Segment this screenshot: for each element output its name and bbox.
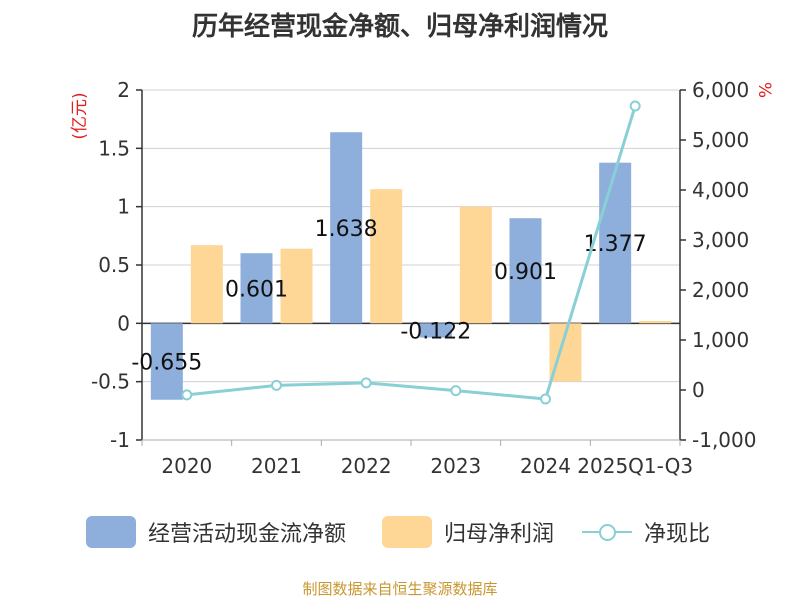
legend-swatch-net-profit (382, 516, 432, 548)
bar-cash-flow (150, 323, 183, 400)
ratio-point (360, 377, 372, 389)
bar-net-profit (370, 189, 403, 324)
legend: 经营活动现金流净额 归母净利润 净现比 (0, 516, 800, 556)
left-tick-label: 2 (117, 78, 130, 102)
category-label: 2024 (520, 454, 571, 478)
legend-label-cash-flow: 经营活动现金流净额 (148, 522, 347, 547)
right-tick-label: 2,000 (692, 278, 749, 302)
bar-cash-flow (599, 162, 632, 324)
right-tick-label: -1,000 (692, 428, 756, 452)
ratio-point (629, 100, 641, 112)
legend-label-ratio: 净现比 (644, 522, 711, 547)
legend-label-net-profit: 归母净利润 (444, 522, 555, 547)
category-label: 2025Q1-Q3 (577, 454, 693, 478)
bar-net-profit (459, 206, 492, 324)
right-tick-label: 3,000 (692, 228, 749, 252)
source-note: 制图数据来自恒生聚源数据库 (302, 580, 498, 598)
right-tick-label: 6,000 (692, 78, 749, 102)
bar-net-profit (639, 321, 672, 324)
bar-cash-flow (509, 218, 542, 324)
left-tick-label: 1 (117, 195, 130, 219)
left-tick-label: -0.5 (91, 370, 130, 394)
category-label: 2021 (251, 454, 302, 478)
category-label: 2020 (161, 454, 212, 478)
legend-item-ratio[interactable]: 净现比 (582, 516, 710, 548)
right-tick-label: 4,000 (692, 178, 749, 202)
legend-swatch-cash-flow (86, 516, 136, 548)
legend-item-cash-flow[interactable]: 经营活动现金流净额 (86, 516, 346, 548)
bar-net-profit (190, 245, 223, 324)
right-tick-label: 0 (692, 378, 705, 402)
right-axis-unit: % (754, 82, 774, 98)
ratio-point (181, 389, 193, 401)
left-tick-label: 1.5 (98, 136, 130, 160)
category-label: 2023 (430, 454, 481, 478)
left-axis-unit: (亿元) (70, 92, 90, 139)
data-label-cash-flow: 1.638 (315, 217, 378, 242)
ratio-point (271, 379, 282, 391)
legend-item-net-profit[interactable]: 归母净利润 (382, 516, 554, 548)
right-tick-label: 1,000 (692, 328, 749, 352)
left-tick-label: 0 (117, 311, 130, 335)
left-tick-label: 0.5 (98, 253, 130, 277)
bar-cash-flow (419, 323, 452, 338)
ratio-line (186, 105, 637, 401)
ratio-point (540, 393, 551, 405)
data-label-cash-flow: 0.901 (494, 260, 557, 285)
chart-title: 历年经营现金净额、归母净利润情况 (191, 12, 608, 42)
data-label-cash-flow: -0.122 (400, 319, 471, 344)
bar-cash-flow (330, 132, 363, 324)
bar-cash-flow (240, 253, 273, 324)
bar-net-profit (280, 248, 313, 324)
data-label-cash-flow: -0.655 (131, 351, 202, 376)
legend-swatch-ratio (582, 516, 632, 548)
left-tick-label: -1 (110, 428, 130, 452)
data-label-cash-flow: 0.601 (225, 277, 288, 302)
category-label: 2022 (341, 454, 392, 478)
ratio-point (450, 385, 462, 397)
right-tick-label: 5,000 (692, 128, 749, 152)
